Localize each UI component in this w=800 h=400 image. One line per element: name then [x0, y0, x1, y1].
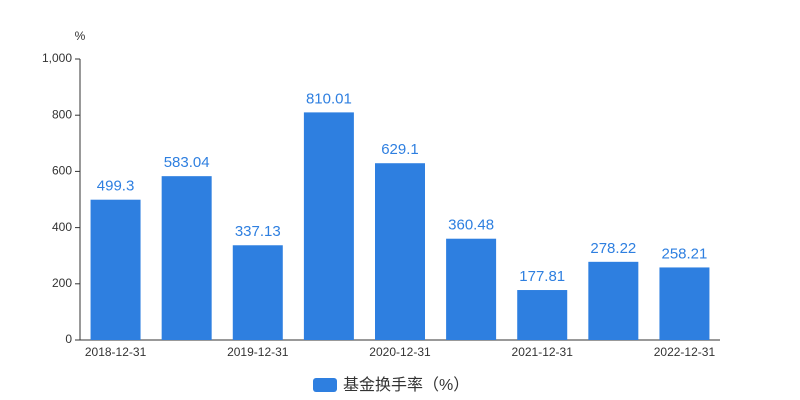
y-tick-label: 400: [52, 220, 72, 234]
y-tick-label: 800: [52, 107, 72, 121]
y-tick-label: 1,000: [42, 51, 72, 65]
x-tick-label: 2022-12-31: [654, 345, 716, 359]
value-label: 278.22: [590, 240, 636, 257]
bar: [90, 199, 141, 340]
x-tick-label: 2019-12-31: [227, 345, 289, 359]
y-tick-label: 0: [65, 332, 72, 346]
value-label: 629.1: [381, 141, 419, 158]
bar: [232, 245, 283, 340]
value-label: 337.13: [235, 223, 281, 240]
bar: [161, 176, 212, 340]
value-label: 583.04: [164, 154, 210, 171]
x-tick-label: 2020-12-31: [369, 345, 431, 359]
y-tick-label: 200: [52, 276, 72, 290]
x-tick-label: 2021-12-31: [512, 345, 574, 359]
x-tick-label: 2018-12-31: [85, 345, 147, 359]
bar: [517, 290, 568, 340]
bar: [303, 112, 354, 340]
value-label: 258.21: [661, 245, 707, 262]
legend-label: 基金换手率（%）: [343, 376, 469, 394]
value-label: 360.48: [448, 217, 494, 234]
bar: [588, 261, 639, 340]
bar: [375, 163, 425, 340]
y-unit: %: [75, 29, 86, 43]
value-label: 177.81: [519, 268, 565, 285]
legend-swatch: [313, 378, 337, 392]
value-label: 499.3: [97, 178, 135, 195]
y-tick-label: 600: [52, 164, 72, 178]
value-label: 810.01: [306, 90, 352, 107]
bar: [446, 238, 497, 340]
bar: [659, 267, 710, 340]
